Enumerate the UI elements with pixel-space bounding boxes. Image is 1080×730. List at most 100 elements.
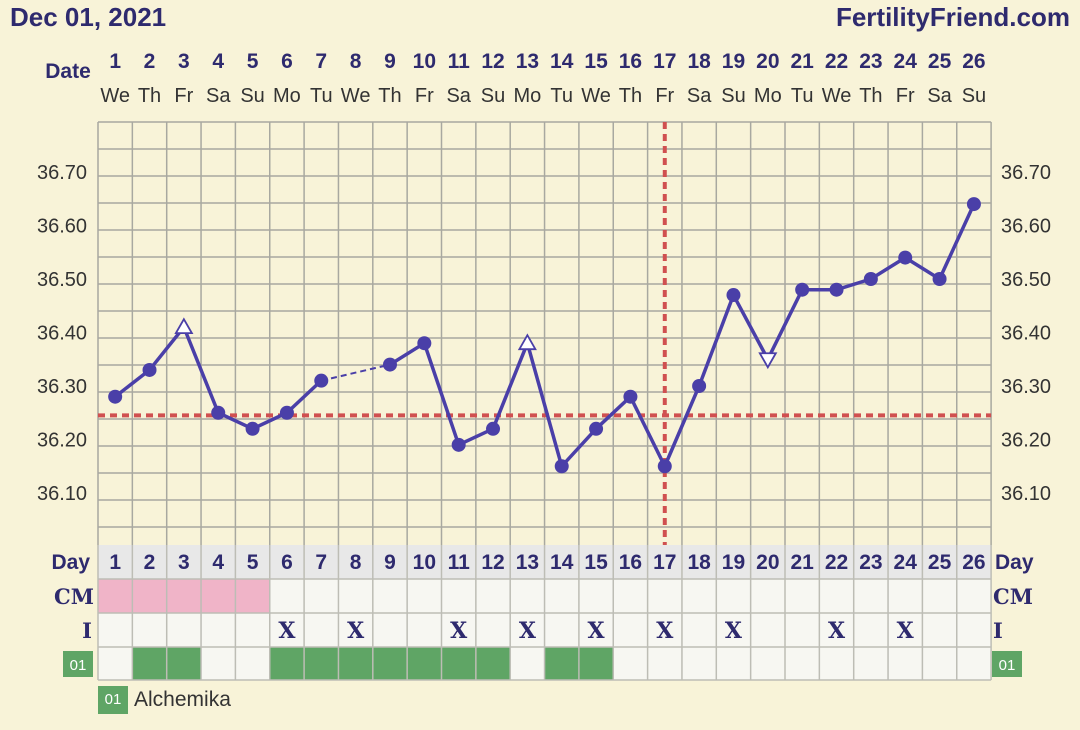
- day-number: 3: [178, 551, 190, 574]
- weekday-label: Th: [378, 85, 401, 107]
- date-number: 24: [894, 50, 918, 73]
- y-tick-left: 36.10: [37, 483, 87, 505]
- cm-cell: [166, 579, 202, 613]
- weekday-label: Tu: [550, 85, 573, 107]
- temperature-point: [554, 459, 569, 474]
- date-number: 15: [584, 50, 608, 73]
- intercourse-mark: X: [347, 618, 365, 644]
- custom-cell: [304, 647, 339, 680]
- y-tick-right: 36.30: [1001, 376, 1051, 398]
- day-number: 17: [653, 551, 676, 574]
- day-number: 16: [619, 551, 642, 574]
- day-number: 4: [212, 551, 224, 574]
- weekday-label: We: [100, 85, 130, 107]
- date-number: 20: [756, 50, 779, 73]
- weekday-label: Fr: [174, 85, 193, 107]
- temperature-line: [766, 288, 804, 361]
- day-row-label-right: Day: [995, 551, 1034, 574]
- custom-cell: [372, 647, 408, 680]
- y-tick-right: 36.20: [1001, 430, 1051, 452]
- temperature-point: [589, 421, 604, 436]
- brand-logo[interactable]: FertilityFriend.com: [835, 2, 1070, 32]
- temperature-point: [417, 336, 432, 351]
- date-number: 12: [481, 50, 504, 73]
- temperature-line: [560, 427, 598, 468]
- y-tick-left: 36.20: [37, 430, 87, 452]
- date-number: 22: [825, 50, 848, 73]
- weekday-label: Sa: [446, 85, 471, 107]
- intercourse-mark: X: [725, 618, 743, 644]
- day-number: 5: [247, 551, 259, 574]
- weekday-label: Mo: [754, 85, 782, 107]
- custom-cell: [441, 647, 476, 680]
- temperature-point: [795, 282, 810, 297]
- temperature-line: [937, 203, 976, 280]
- date-number: 5: [247, 50, 259, 73]
- y-tick-right: 36.70: [1001, 162, 1051, 184]
- date-number: 25: [928, 50, 952, 73]
- y-tick-right: 36.50: [1001, 269, 1051, 291]
- date-number: 13: [516, 50, 539, 73]
- custom-row-label: 01: [70, 657, 87, 674]
- temperature-line: [697, 294, 736, 387]
- date-number: 2: [144, 50, 156, 73]
- y-tick-left: 36.60: [37, 216, 87, 238]
- day-number: 9: [384, 551, 396, 574]
- day-number: 15: [584, 551, 608, 574]
- temperature-line: [525, 342, 564, 467]
- intercourse-mark: X: [450, 618, 468, 644]
- day-number: 26: [962, 551, 985, 574]
- temperature-point-open: [758, 352, 778, 370]
- date-number: 21: [790, 50, 814, 73]
- day-number: 1: [109, 551, 121, 574]
- date-number: 7: [315, 50, 327, 73]
- y-tick-left: 36.70: [37, 162, 87, 184]
- weekday-label: Mo: [513, 85, 541, 107]
- day-number: 18: [687, 551, 711, 574]
- temperature-line: [628, 395, 667, 468]
- temperature-point: [966, 197, 981, 212]
- date-number: 17: [653, 50, 676, 73]
- date-number: 23: [859, 50, 882, 73]
- temperature-point: [486, 421, 501, 436]
- intercourse-mark: X: [278, 618, 296, 644]
- date-number: 8: [350, 50, 362, 73]
- y-tick-right: 36.10: [1001, 483, 1051, 505]
- temperature-line: [663, 385, 701, 467]
- weekday-label: Th: [138, 85, 161, 107]
- legend-code: 01: [98, 686, 128, 714]
- day-row-label: Day: [51, 551, 90, 574]
- day-number: 11: [448, 551, 471, 574]
- cm-row-label-right: CM: [993, 584, 1033, 609]
- custom-cell: [544, 647, 579, 680]
- custom-cell: [166, 647, 202, 680]
- custom-cell: [338, 647, 373, 680]
- cm-cell: [132, 579, 167, 613]
- date-number: 3: [178, 50, 190, 73]
- custom-cell: [132, 647, 167, 680]
- y-tick-left: 36.50: [37, 269, 87, 291]
- temperature-line: [422, 342, 461, 446]
- temperature-point: [692, 379, 707, 393]
- temperature-point: [657, 459, 672, 474]
- weekday-label: Fr: [415, 85, 434, 107]
- chart-date: Dec 01, 2021: [10, 2, 167, 32]
- weekday-label: We: [822, 85, 852, 107]
- intercourse-row-label-right: I: [993, 618, 1003, 643]
- day-number: 22: [825, 551, 848, 574]
- temperature-point-open: [517, 333, 537, 351]
- cm-cell: [235, 579, 270, 613]
- date-number: 9: [384, 50, 396, 73]
- date-number: 6: [281, 50, 293, 73]
- custom-row-badge: [63, 651, 93, 677]
- weekday-label: Sa: [687, 85, 712, 107]
- temperature-line: [148, 326, 186, 372]
- date-number: 1: [109, 50, 121, 73]
- temperature-point: [451, 437, 466, 452]
- custom-cell: [578, 647, 614, 680]
- intercourse-mark: X: [588, 618, 606, 644]
- temperature-point: [623, 389, 638, 404]
- cm-cell: [98, 579, 133, 613]
- weekday-label: Su: [721, 85, 745, 107]
- date-number: 16: [619, 50, 642, 73]
